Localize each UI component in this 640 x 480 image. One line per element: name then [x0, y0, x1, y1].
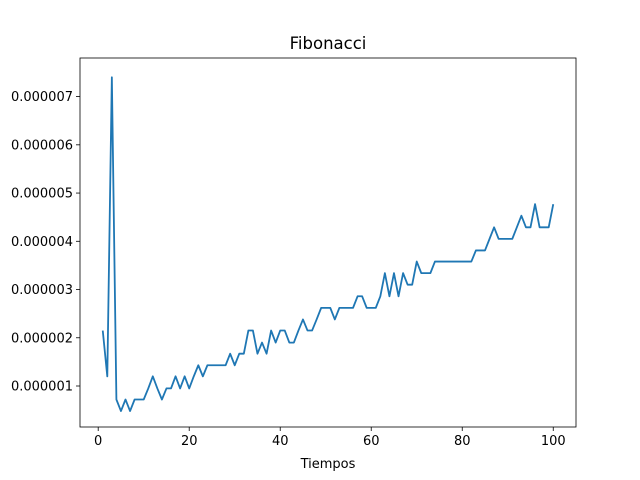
y-tick-label: 0.000001 [11, 380, 73, 395]
y-tick-label: 0.000007 [11, 90, 73, 105]
y-tick-label: 0.000003 [11, 283, 73, 298]
y-tick-label: 0.000005 [11, 187, 73, 202]
chart-title: Fibonacci [290, 34, 367, 53]
y-tick-label: 0.000006 [11, 138, 73, 153]
x-tick-label: 100 [541, 434, 566, 449]
series-layer [101, 76, 555, 412]
x-axis: 0 20 40 60 80 100 [94, 427, 566, 449]
x-tick-label: 40 [272, 434, 289, 449]
y-tick-label: 0.000002 [11, 331, 73, 346]
axes-frame [79, 57, 577, 428]
plot-area [80, 58, 576, 427]
x-tick-label: 80 [454, 434, 471, 449]
y-axis: 0.000001 0.000002 0.000003 0.000004 0.000005… [11, 90, 80, 395]
series-line [101, 76, 555, 412]
x-tick-label: 60 [363, 434, 380, 449]
x-tick-label: 0 [94, 434, 102, 449]
y-tick-label: 0.000004 [11, 235, 73, 250]
x-tick-label: 20 [181, 434, 198, 449]
x-axis-label: Tiempos [300, 457, 356, 472]
